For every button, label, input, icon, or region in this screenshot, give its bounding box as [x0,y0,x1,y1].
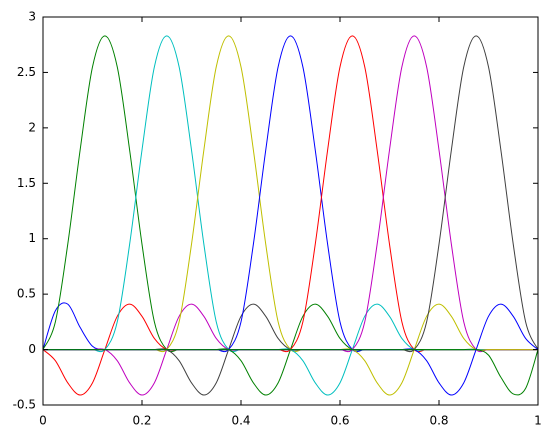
x-tick-label: 0 [39,414,47,428]
x-tick-label: 0.2 [132,414,151,428]
y-tick-label: 3 [28,10,36,24]
x-tick-label: 0.6 [330,414,349,428]
y-tick-label: 1.5 [17,176,36,190]
y-tick-label: 0.5 [17,287,36,301]
x-tick-label: 0.4 [231,414,250,428]
y-tick-label: 1 [28,231,36,245]
x-tick-label: 1 [534,414,542,428]
plot-area [42,35,539,396]
y-tick-label: -0.5 [13,398,36,412]
y-tick-label: 2.5 [17,65,36,79]
x-tick-label: 0.8 [429,414,448,428]
axes-box [42,16,539,406]
y-tick-label: 0 [28,342,36,356]
series-line [42,348,539,396]
y-tick-label: 2 [28,120,36,134]
